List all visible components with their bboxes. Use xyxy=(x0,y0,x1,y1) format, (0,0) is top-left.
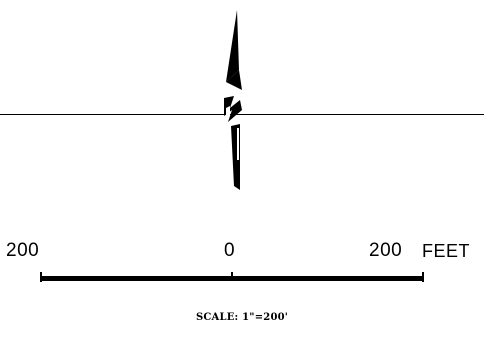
scale-right-value: 200 xyxy=(369,240,403,261)
scale-unit: FEET xyxy=(422,241,471,261)
north-arrow-icon xyxy=(224,10,242,190)
scale-bar xyxy=(40,272,424,282)
scale-left-value: 200 xyxy=(6,240,40,261)
scale-note: SCALE: 1"=200' xyxy=(195,312,289,323)
scale-center-value: 0 xyxy=(224,240,236,261)
reference-line xyxy=(0,114,484,115)
